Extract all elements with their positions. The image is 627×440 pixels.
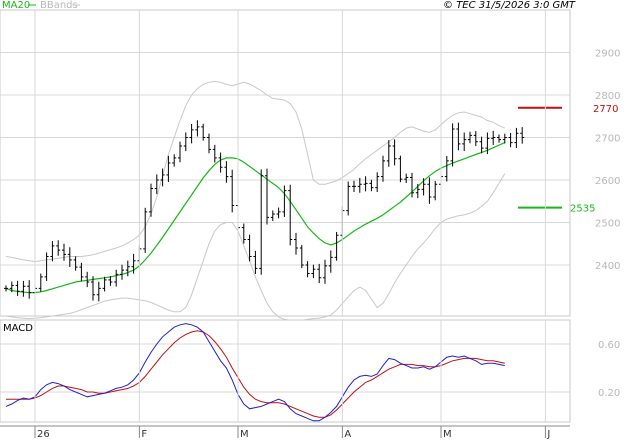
- price-y-tick-label: 2500: [595, 219, 620, 230]
- price-panel: [0, 9, 571, 317]
- copyright-credit: © TEC 31/5/2026 3:0 GMT: [443, 0, 576, 11]
- bb-lower-line: [5, 173, 506, 322]
- x-tick-label: F: [141, 429, 147, 440]
- bollinger-bands: [5, 80, 506, 322]
- ma20-line: [5, 142, 506, 294]
- x-tick-label: M: [443, 429, 452, 440]
- bbands-legend-label: BBands: [40, 0, 78, 11]
- price-y-tick-label: 2800: [595, 91, 620, 102]
- x-tick-label: J: [546, 429, 550, 440]
- macd-panel: [0, 319, 571, 423]
- x-tick-label: 26: [37, 429, 50, 440]
- x-tick-label: A: [344, 429, 351, 440]
- resistance-level-label: 2770: [593, 104, 618, 115]
- price-bars: [4, 120, 525, 302]
- macd-line: [5, 323, 505, 422]
- bb-upper-line: [5, 80, 505, 263]
- macd-y-tick-label: 0.20: [598, 388, 620, 399]
- ma-legend-label: MA20: [2, 0, 30, 11]
- macd-y-tick-label: 0.60: [598, 340, 620, 351]
- price-y-tick-label: 2600: [595, 176, 620, 187]
- ma20-polyline: [5, 142, 506, 294]
- support-level-label: 2535: [570, 204, 595, 215]
- price-y-tick-label: 2900: [595, 49, 620, 60]
- price-y-tick-label: 2400: [595, 261, 620, 272]
- x-axis: 26 F M A M J: [34, 10, 550, 440]
- price-levels: 2770 2535: [518, 104, 618, 215]
- price-grid: [0, 52, 570, 266]
- price-y-tick-label: 2700: [595, 134, 620, 145]
- macd-label: MACD: [3, 323, 33, 334]
- signal-line: [6, 330, 505, 418]
- price-y-axis: 2400 2500 2600 2700 2800 2900: [595, 49, 620, 273]
- macd-lines: [5, 323, 505, 422]
- macd-y-axis: 0.20 0.60: [598, 340, 620, 399]
- x-tick-label: M: [240, 429, 249, 440]
